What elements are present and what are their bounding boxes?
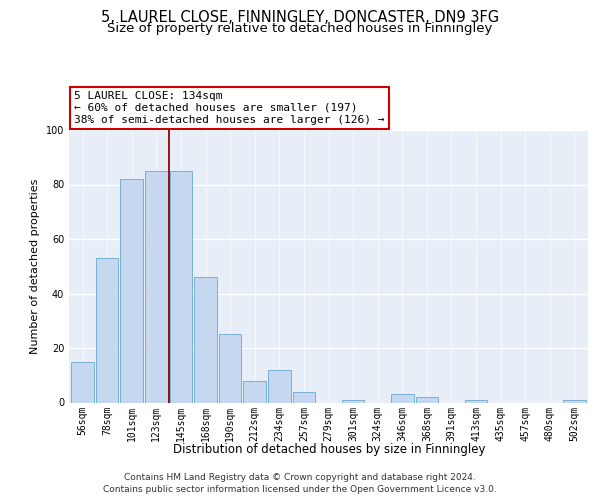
Text: 5, LAUREL CLOSE, FINNINGLEY, DONCASTER, DN9 3FG: 5, LAUREL CLOSE, FINNINGLEY, DONCASTER, …	[101, 10, 499, 25]
Text: Size of property relative to detached houses in Finningley: Size of property relative to detached ho…	[107, 22, 493, 35]
Text: 5 LAUREL CLOSE: 134sqm
← 60% of detached houses are smaller (197)
38% of semi-de: 5 LAUREL CLOSE: 134sqm ← 60% of detached…	[74, 92, 385, 124]
Bar	[145, 171, 167, 402]
Bar	[465, 400, 487, 402]
Bar	[268, 370, 290, 402]
Bar	[71, 362, 94, 403]
Bar	[219, 334, 241, 402]
Text: Contains HM Land Registry data © Crown copyright and database right 2024.
Contai: Contains HM Land Registry data © Crown c…	[103, 472, 497, 494]
Text: Distribution of detached houses by size in Finningley: Distribution of detached houses by size …	[173, 442, 485, 456]
Bar	[244, 380, 266, 402]
Bar	[194, 277, 217, 402]
Y-axis label: Number of detached properties: Number of detached properties	[30, 178, 40, 354]
Bar	[121, 179, 143, 402]
Bar	[391, 394, 413, 402]
Bar	[342, 400, 364, 402]
Bar	[563, 400, 586, 402]
Bar	[416, 397, 438, 402]
Bar	[170, 171, 192, 402]
Bar	[96, 258, 118, 402]
Bar	[293, 392, 315, 402]
